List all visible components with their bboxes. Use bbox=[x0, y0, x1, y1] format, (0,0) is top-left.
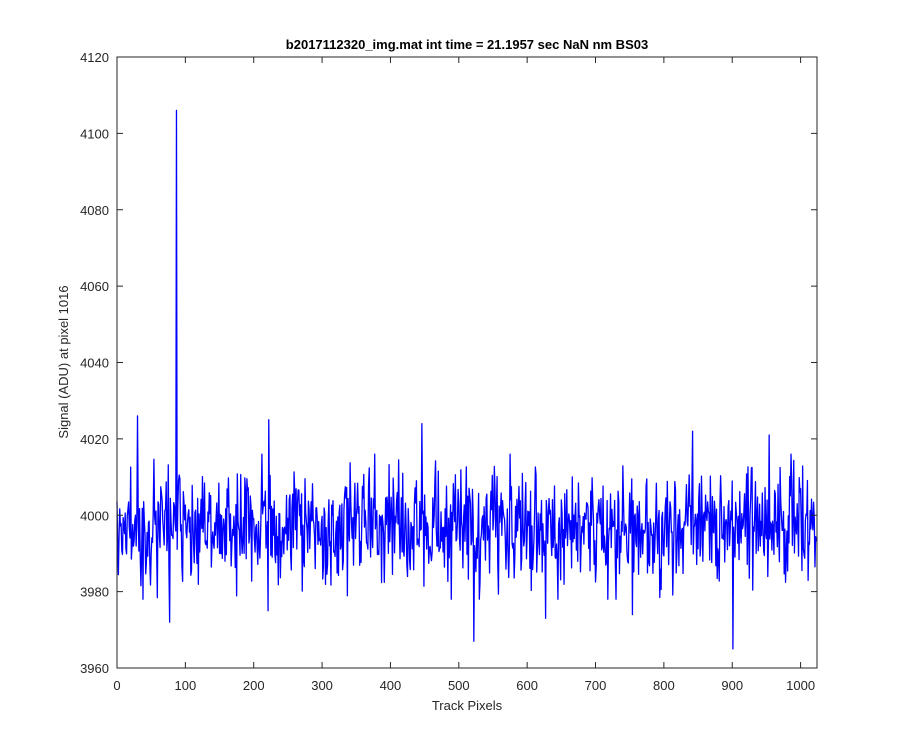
y-tick-label: 4020 bbox=[80, 432, 109, 447]
y-tick-label: 4120 bbox=[80, 50, 109, 65]
y-tick-label: 3960 bbox=[80, 661, 109, 676]
plot-background bbox=[117, 57, 817, 668]
series-group bbox=[116, 109, 817, 650]
x-tick-label: 500 bbox=[448, 678, 470, 693]
x-tick-label: 0 bbox=[113, 678, 120, 693]
y-tick-label: 4080 bbox=[80, 203, 109, 218]
x-tick-label: 900 bbox=[721, 678, 743, 693]
x-tick-label: 1000 bbox=[786, 678, 815, 693]
x-tick-label: 700 bbox=[585, 678, 607, 693]
y-tick-label: 3980 bbox=[80, 585, 109, 600]
x-tick-label: 100 bbox=[175, 678, 197, 693]
y-axis-ticks: 3960 3980 4000 4020 4040 4060 4080 4100 4120 bbox=[80, 50, 817, 676]
y-tick-label: 4040 bbox=[80, 356, 109, 371]
x-tick-label: 200 bbox=[243, 678, 265, 693]
y-tick-label: 4000 bbox=[80, 508, 109, 523]
x-tick-label: 300 bbox=[311, 678, 333, 693]
x-axis-ticks: 0 100 200 300 400 500 600 700 800 900 1000 bbox=[113, 57, 815, 693]
x-tick-label: 600 bbox=[516, 678, 538, 693]
chart-title: b2017112320_img.mat int time = 21.1957 s… bbox=[286, 37, 648, 52]
x-axis-label: Track Pixels bbox=[432, 698, 503, 713]
series-line bbox=[116, 109, 817, 650]
y-tick-label: 4100 bbox=[80, 126, 109, 141]
x-tick-label: 800 bbox=[653, 678, 675, 693]
y-tick-label: 4060 bbox=[80, 279, 109, 294]
y-axis-label: Signal (ADU) at pixel 1016 bbox=[56, 285, 71, 438]
x-tick-label: 400 bbox=[380, 678, 402, 693]
